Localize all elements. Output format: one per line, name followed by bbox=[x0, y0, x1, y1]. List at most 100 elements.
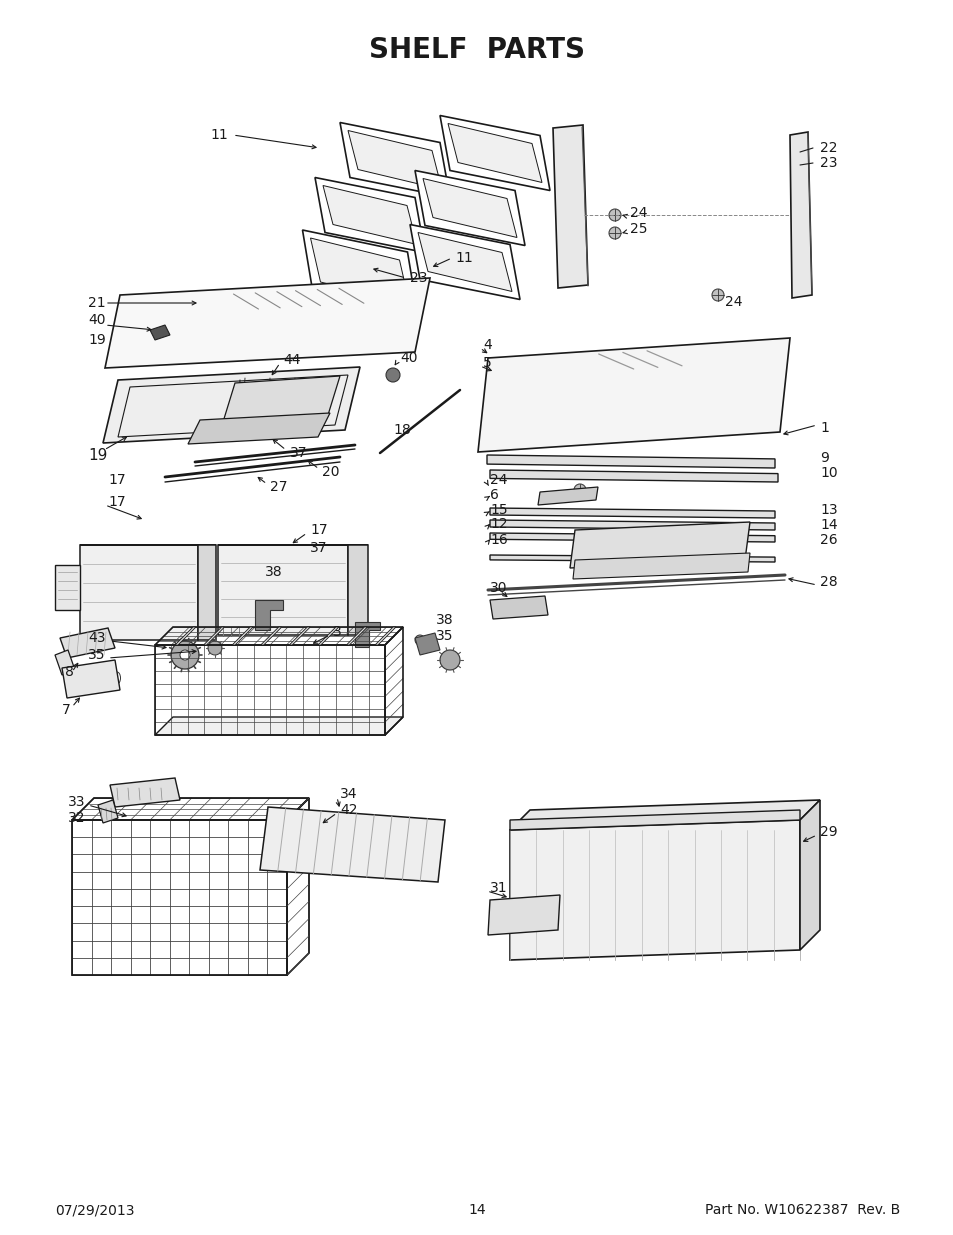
Circle shape bbox=[563, 228, 572, 237]
Circle shape bbox=[795, 243, 803, 251]
Ellipse shape bbox=[650, 538, 668, 552]
Text: 17: 17 bbox=[108, 473, 126, 487]
Ellipse shape bbox=[87, 672, 93, 684]
Polygon shape bbox=[348, 545, 368, 635]
Circle shape bbox=[795, 228, 803, 236]
Polygon shape bbox=[439, 116, 550, 190]
Polygon shape bbox=[60, 629, 115, 658]
Text: Part No. W10622387  Rev. B: Part No. W10622387 Rev. B bbox=[704, 1203, 899, 1216]
Circle shape bbox=[563, 159, 572, 167]
Polygon shape bbox=[80, 545, 198, 640]
Polygon shape bbox=[314, 178, 424, 252]
Circle shape bbox=[563, 215, 572, 224]
Polygon shape bbox=[260, 806, 444, 882]
Polygon shape bbox=[488, 895, 559, 935]
Polygon shape bbox=[415, 634, 439, 655]
Circle shape bbox=[574, 484, 585, 496]
Polygon shape bbox=[789, 132, 811, 298]
Polygon shape bbox=[537, 487, 598, 505]
Text: 4: 4 bbox=[482, 338, 491, 352]
Polygon shape bbox=[254, 600, 283, 630]
Circle shape bbox=[149, 326, 161, 338]
Text: 37: 37 bbox=[310, 541, 327, 555]
Text: 8: 8 bbox=[65, 664, 73, 679]
Polygon shape bbox=[198, 545, 215, 640]
Polygon shape bbox=[232, 627, 253, 645]
Circle shape bbox=[563, 243, 572, 251]
Polygon shape bbox=[346, 627, 367, 645]
Polygon shape bbox=[188, 412, 330, 445]
Text: 15: 15 bbox=[490, 503, 507, 517]
Polygon shape bbox=[348, 131, 441, 189]
Text: 17: 17 bbox=[310, 522, 327, 537]
Polygon shape bbox=[55, 650, 75, 676]
Ellipse shape bbox=[105, 672, 112, 684]
Polygon shape bbox=[448, 124, 541, 183]
Text: 07/29/2013: 07/29/2013 bbox=[55, 1203, 134, 1216]
Text: 20: 20 bbox=[322, 466, 339, 479]
Circle shape bbox=[563, 173, 572, 182]
Polygon shape bbox=[339, 122, 450, 198]
Text: 43: 43 bbox=[88, 631, 106, 645]
Circle shape bbox=[563, 186, 572, 195]
Polygon shape bbox=[410, 225, 519, 300]
Ellipse shape bbox=[690, 538, 708, 552]
Polygon shape bbox=[510, 820, 800, 960]
Polygon shape bbox=[203, 627, 224, 645]
Text: 10: 10 bbox=[820, 466, 837, 480]
Text: 42: 42 bbox=[339, 803, 357, 818]
Polygon shape bbox=[415, 170, 524, 246]
Polygon shape bbox=[490, 520, 774, 530]
Polygon shape bbox=[62, 659, 120, 698]
Text: 11: 11 bbox=[210, 128, 228, 142]
Polygon shape bbox=[490, 597, 547, 619]
Text: 14: 14 bbox=[468, 1203, 485, 1216]
Text: 3: 3 bbox=[333, 625, 341, 638]
Polygon shape bbox=[218, 545, 348, 635]
Text: 24: 24 bbox=[629, 206, 647, 220]
Text: 27: 27 bbox=[270, 480, 287, 494]
Circle shape bbox=[386, 368, 399, 382]
Text: 26: 26 bbox=[820, 534, 837, 547]
Ellipse shape bbox=[610, 538, 628, 552]
Text: 38: 38 bbox=[265, 564, 282, 579]
Text: 14: 14 bbox=[820, 517, 837, 532]
Text: 35: 35 bbox=[436, 629, 453, 643]
Ellipse shape bbox=[95, 672, 102, 684]
Text: SHELF  PARTS: SHELF PARTS bbox=[369, 36, 584, 64]
Circle shape bbox=[563, 257, 572, 266]
Text: 11: 11 bbox=[455, 251, 473, 266]
Polygon shape bbox=[323, 185, 416, 245]
Text: 25: 25 bbox=[629, 222, 647, 236]
Circle shape bbox=[180, 650, 190, 659]
Polygon shape bbox=[800, 800, 820, 950]
Ellipse shape bbox=[113, 672, 120, 684]
Text: 16: 16 bbox=[490, 534, 507, 547]
Circle shape bbox=[563, 201, 572, 209]
Text: 1: 1 bbox=[820, 421, 828, 435]
Text: 13: 13 bbox=[820, 503, 837, 517]
Polygon shape bbox=[569, 522, 749, 568]
Polygon shape bbox=[289, 627, 310, 645]
Circle shape bbox=[711, 289, 723, 301]
Text: 5: 5 bbox=[482, 356, 491, 370]
Text: 19: 19 bbox=[88, 447, 108, 462]
Text: 19: 19 bbox=[88, 333, 106, 347]
Polygon shape bbox=[486, 454, 774, 468]
Text: 44: 44 bbox=[283, 353, 300, 367]
Polygon shape bbox=[553, 125, 587, 288]
Polygon shape bbox=[422, 179, 517, 237]
Polygon shape bbox=[154, 718, 402, 735]
Polygon shape bbox=[355, 622, 379, 647]
Text: 7: 7 bbox=[62, 703, 71, 718]
Text: 17: 17 bbox=[108, 495, 126, 509]
Polygon shape bbox=[510, 800, 820, 830]
Ellipse shape bbox=[77, 672, 85, 684]
Text: 33: 33 bbox=[68, 795, 86, 809]
Text: 23: 23 bbox=[820, 156, 837, 170]
Circle shape bbox=[171, 641, 199, 669]
Text: 31: 31 bbox=[490, 881, 507, 895]
Text: 34: 34 bbox=[339, 787, 357, 802]
Circle shape bbox=[563, 270, 572, 279]
Circle shape bbox=[795, 183, 803, 191]
